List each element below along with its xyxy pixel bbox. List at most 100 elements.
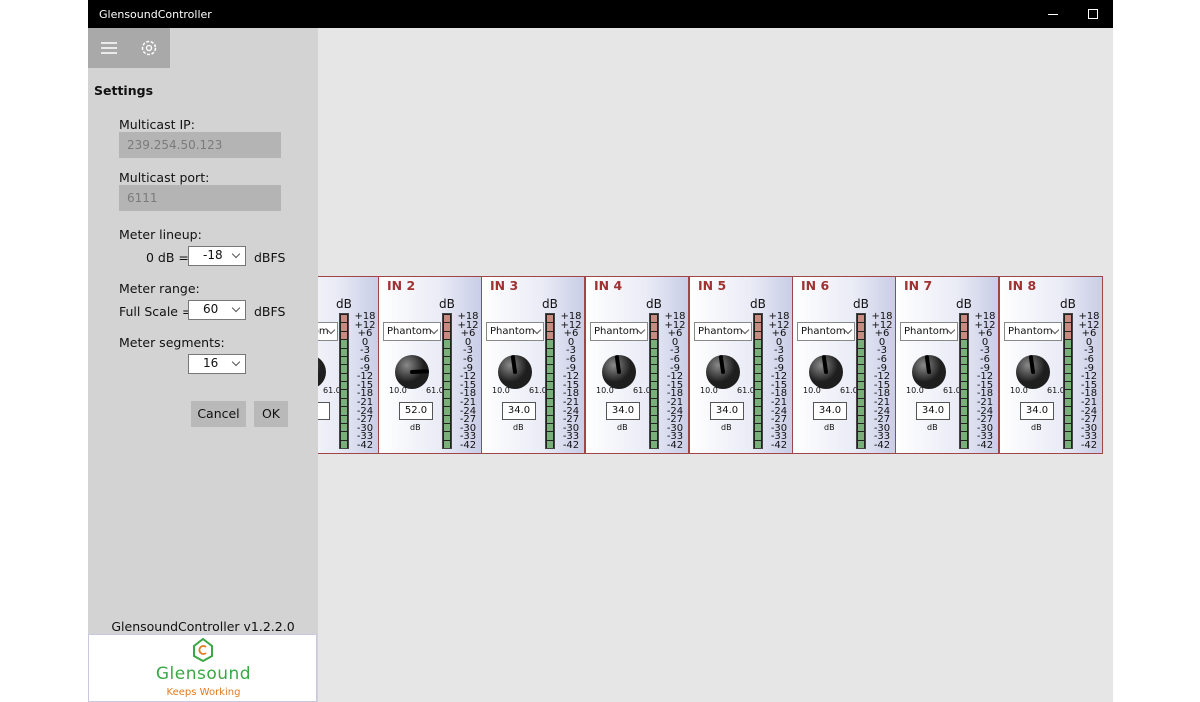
gain-knob[interactable]: [806, 352, 846, 392]
meter-segment: [858, 423, 864, 432]
meter-segment: [651, 440, 657, 448]
maximize-button[interactable]: [1088, 9, 1098, 19]
meter-segment: [755, 423, 761, 432]
gain-knob[interactable]: [599, 352, 639, 392]
knob-max: 61.0: [633, 386, 651, 395]
meter-segment: [755, 407, 761, 415]
level-meter: [856, 313, 866, 449]
gain-knob[interactable]: [318, 352, 329, 392]
meter-unit: dB: [646, 297, 662, 311]
scale-label: +6: [1081, 328, 1097, 340]
meter-segment: [341, 390, 347, 398]
scale-label: -12: [873, 371, 891, 383]
mode-value: Phantom: [594, 326, 639, 337]
channel-name: IN 2: [387, 278, 416, 293]
meter-segment: [961, 348, 967, 356]
range-select[interactable]: 60: [188, 300, 246, 320]
scale-label: +12: [664, 319, 686, 331]
meter-segment: [651, 356, 657, 365]
mode-dropdown[interactable]: Phantom: [1004, 322, 1062, 341]
menu-button[interactable]: [100, 41, 118, 55]
scale-label: -15: [459, 379, 477, 391]
meter-segment: [961, 432, 967, 440]
mode-dropdown[interactable]: Phantom: [318, 322, 338, 341]
lineup-select[interactable]: -18: [188, 246, 246, 266]
ok-button[interactable]: OK: [254, 401, 288, 427]
segments-select[interactable]: 16: [188, 354, 246, 374]
meter-segment: [858, 415, 864, 423]
scale-label: +18: [354, 311, 376, 322]
meter-segment: [341, 315, 347, 323]
meter-segment: [651, 398, 657, 407]
meter-segment: [651, 340, 657, 348]
knob-max: 61.0: [943, 386, 961, 395]
meter-unit: dB: [1060, 297, 1076, 311]
meter-segment: [341, 373, 347, 381]
mode-dropdown[interactable]: Phantom: [797, 322, 855, 341]
mode-dropdown[interactable]: Phantom: [694, 322, 752, 341]
settings-button[interactable]: [140, 39, 158, 57]
gain-value[interactable]: 34.0: [813, 402, 847, 420]
field-label: Multicast IP:: [119, 117, 195, 132]
scale-label: +6: [977, 328, 993, 340]
port-input[interactable]: 6111: [119, 185, 281, 211]
gain-value[interactable]: 52.0: [399, 402, 433, 420]
scale-label: -24: [976, 405, 994, 417]
minimize-button[interactable]: [1048, 14, 1058, 15]
gain-value[interactable]: 34.0: [1020, 402, 1054, 420]
gain-value[interactable]: 34.0: [916, 402, 950, 420]
select-value: -18: [203, 248, 223, 262]
gain-value[interactable]: [318, 402, 330, 420]
gain-knob[interactable]: [495, 352, 535, 392]
scale-label: 0: [464, 336, 472, 348]
scale-label: -3: [1084, 345, 1094, 357]
meter-segment: [547, 423, 553, 432]
meter-segment: [444, 382, 450, 390]
settings-pane: Settings Multicast IP: 239.254.50.123 Mu…: [88, 28, 318, 702]
select-value: 16: [203, 356, 219, 370]
scale-label: -27: [1080, 414, 1098, 426]
meter-segment: [651, 382, 657, 390]
mode-dropdown[interactable]: Phantom: [900, 322, 958, 341]
gain-value[interactable]: 34.0: [710, 402, 744, 420]
meter-segment: [547, 382, 553, 390]
knob-min: 10.0: [700, 386, 718, 395]
mode-dropdown[interactable]: Phantom: [486, 322, 544, 341]
knob-max: 61.0: [323, 386, 341, 395]
knob-pointer: [410, 369, 429, 374]
gain-knob[interactable]: [703, 352, 743, 392]
knob-pointer: [718, 355, 725, 374]
ip-input[interactable]: 239.254.50.123: [119, 132, 281, 158]
scale-label: -33: [356, 431, 374, 443]
meter-segment: [444, 423, 450, 432]
cancel-button[interactable]: Cancel: [191, 401, 246, 427]
knob-pointer: [924, 355, 931, 374]
meter-segment: [547, 315, 553, 323]
meter-unit: dB: [956, 297, 972, 311]
mode-dropdown[interactable]: Phantom: [590, 322, 648, 341]
gain-unit: dB: [824, 423, 835, 432]
gain-knob[interactable]: [392, 352, 432, 392]
mode-dropdown[interactable]: Phantom: [383, 322, 441, 341]
scale-label: -21: [976, 396, 994, 408]
scale-label: +18: [871, 311, 893, 322]
meter-segment: [961, 423, 967, 432]
scale-label: -24: [873, 405, 891, 417]
gain-value[interactable]: 34.0: [502, 402, 536, 420]
gain-value[interactable]: 34.0: [606, 402, 640, 420]
scale-label: -27: [873, 414, 891, 426]
scale-label: -6: [1084, 353, 1094, 365]
meter-scale: +18 +12 +6 0 -3 -6 -9 -12 -15 -18 -21 -24 -27 -30 -33-…: [354, 311, 376, 451]
gain-knob[interactable]: [909, 352, 949, 392]
scale-label: -42: [873, 439, 891, 451]
meter-segment: [651, 348, 657, 356]
scale-label: +6: [874, 328, 890, 340]
meter-segment: [858, 365, 864, 373]
scale-label: -9: [670, 362, 680, 374]
meter-segment: [651, 323, 657, 331]
meter-segment: [755, 432, 761, 440]
gain-knob[interactable]: [1013, 352, 1053, 392]
mode-value: Phantom: [904, 326, 949, 337]
meter-segment: [651, 373, 657, 381]
scale-label: -6: [670, 353, 680, 365]
